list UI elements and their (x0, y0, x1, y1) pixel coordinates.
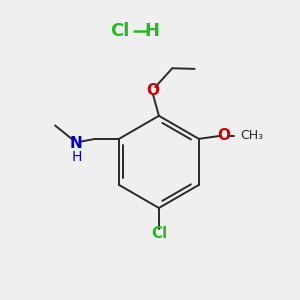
Text: N: N (70, 136, 82, 151)
Text: Cl: Cl (151, 226, 167, 241)
Text: O: O (218, 128, 231, 143)
Text: Cl: Cl (111, 22, 130, 40)
Text: CH₃: CH₃ (240, 129, 264, 142)
Text: H: H (71, 150, 82, 164)
Text: O: O (146, 83, 160, 98)
Text: H: H (144, 22, 159, 40)
